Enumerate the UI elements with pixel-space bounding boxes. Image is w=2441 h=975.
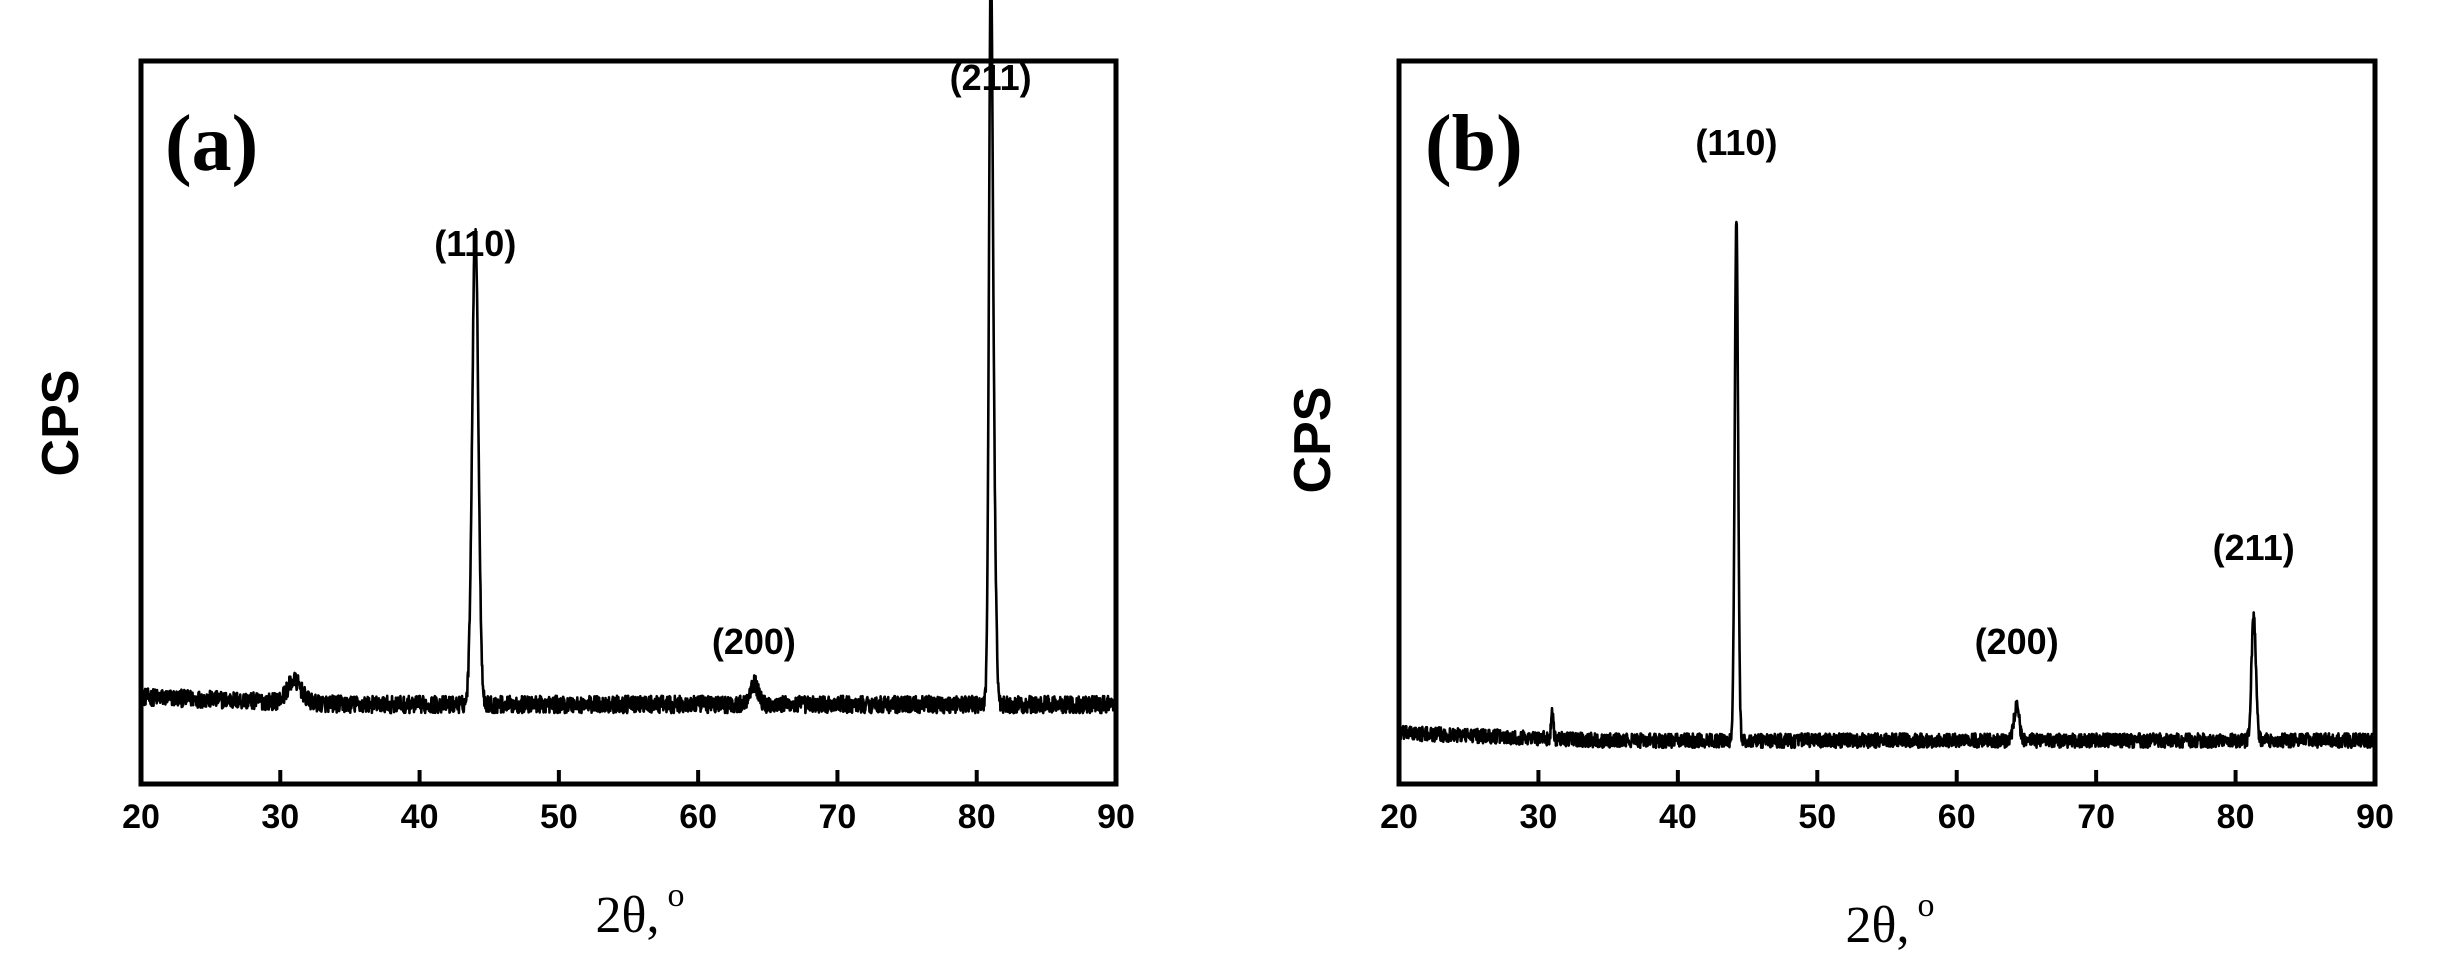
peak-label: (211) bbox=[950, 57, 1032, 98]
x-axis-ticks bbox=[1397, 770, 2377, 784]
peak-label: (110) bbox=[1695, 122, 1777, 163]
diffraction-trace bbox=[1397, 220, 2377, 750]
peak-label: (110) bbox=[434, 223, 516, 264]
x-axis-label: 2θ, o bbox=[1846, 887, 1935, 954]
diffraction-trace bbox=[140, 0, 1118, 715]
x-tick-label: 80 bbox=[2217, 798, 2255, 836]
panel-label: (a) bbox=[165, 100, 258, 188]
x-tick-label: 20 bbox=[1380, 798, 1418, 836]
x-tick-label: 90 bbox=[1097, 798, 1135, 836]
peak-label: (211) bbox=[2213, 527, 2295, 568]
panel-label: (b) bbox=[1425, 100, 1523, 188]
x-tick-label: 80 bbox=[958, 798, 996, 836]
x-tick-label: 60 bbox=[1938, 798, 1976, 836]
x-tick-label: 30 bbox=[261, 798, 299, 836]
peak-annotations: (110) (200) (211) bbox=[434, 57, 1031, 662]
x-axis-label: 2θ, o bbox=[596, 877, 685, 944]
panel-b: 20 30 40 50 60 70 80 90 (110) (200) (211) (b) CPS… bbox=[1284, 58, 2394, 954]
x-axis-ticks bbox=[139, 770, 1118, 784]
peak-label: (200) bbox=[712, 621, 796, 662]
plot-frame bbox=[1396, 58, 2378, 787]
y-axis-label: CPS bbox=[32, 370, 90, 477]
plot-frame bbox=[138, 58, 1119, 787]
x-axis-label-degree: o bbox=[1917, 887, 1934, 924]
x-tick-label: 20 bbox=[122, 798, 160, 836]
x-axis-tick-labels: 20 30 40 50 60 70 80 90 bbox=[1380, 798, 2394, 836]
x-tick-label: 70 bbox=[2077, 798, 2115, 836]
peak-annotations: (110) (200) (211) bbox=[1695, 122, 2294, 662]
y-axis-label: CPS bbox=[1284, 387, 1342, 494]
x-tick-label: 60 bbox=[679, 798, 717, 836]
x-tick-label: 50 bbox=[540, 798, 578, 836]
x-axis-tick-labels: 20 30 40 50 60 70 80 90 bbox=[122, 798, 1135, 836]
x-tick-label: 40 bbox=[401, 798, 439, 836]
x-axis-label-text: 2θ, bbox=[1846, 897, 1910, 954]
x-tick-label: 30 bbox=[1520, 798, 1558, 836]
x-axis-label-degree: o bbox=[667, 877, 684, 914]
x-tick-label: 90 bbox=[2356, 798, 2394, 836]
x-tick-label: 70 bbox=[819, 798, 857, 836]
panel-a: 20 30 40 50 60 70 80 90 (110) (200) (211) (a) CPS… bbox=[32, 0, 1135, 944]
x-tick-label: 50 bbox=[1798, 798, 1836, 836]
x-axis-label-text: 2θ, bbox=[596, 887, 660, 944]
x-tick-label: 40 bbox=[1659, 798, 1697, 836]
peak-label: (200) bbox=[1975, 621, 2059, 662]
